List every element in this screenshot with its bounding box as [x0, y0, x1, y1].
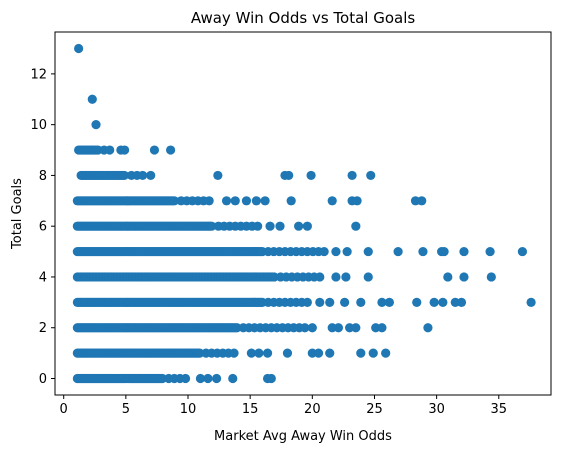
data-point	[283, 349, 292, 358]
x-tick-label: 15	[242, 402, 259, 417]
data-point	[253, 222, 262, 231]
data-point	[418, 247, 427, 256]
data-point	[229, 349, 238, 358]
data-point	[356, 298, 365, 307]
data-point	[138, 171, 147, 180]
chart-title: Away Win Odds vs Total Goals	[191, 9, 416, 27]
x-tick-label: 5	[122, 402, 130, 417]
data-point	[120, 145, 129, 154]
data-point	[412, 298, 421, 307]
data-point	[252, 196, 261, 205]
data-point	[459, 272, 468, 281]
x-tick-label: 30	[428, 402, 445, 417]
data-point	[284, 171, 293, 180]
y-tick-label: 2	[39, 321, 47, 336]
y-tick-label: 4	[39, 270, 47, 285]
data-point	[348, 171, 357, 180]
data-point	[74, 44, 83, 53]
data-point	[341, 272, 350, 281]
y-tick-label: 6	[39, 220, 47, 235]
data-point	[228, 374, 237, 383]
data-point	[457, 298, 466, 307]
y-tick-label: 12	[30, 67, 47, 82]
data-point	[315, 298, 324, 307]
data-point	[443, 272, 452, 281]
x-tick-label: 0	[60, 402, 68, 417]
data-point	[438, 298, 447, 307]
data-point	[320, 247, 329, 256]
data-point	[351, 323, 360, 332]
data-point	[331, 247, 340, 256]
x-tick-label: 20	[304, 402, 321, 417]
data-point	[181, 374, 190, 383]
y-tick-label: 8	[39, 169, 47, 184]
data-point	[205, 196, 214, 205]
data-point	[518, 247, 527, 256]
data-point	[263, 349, 272, 358]
data-point	[334, 323, 343, 332]
data-point	[203, 374, 212, 383]
x-tick-label: 25	[366, 402, 383, 417]
x-tick-label: 35	[491, 402, 508, 417]
x-axis-label: Market Avg Away Win Odds	[214, 429, 392, 444]
data-point	[417, 196, 426, 205]
data-point	[308, 323, 317, 332]
data-point	[150, 145, 159, 154]
data-point	[242, 196, 251, 205]
data-point	[315, 272, 324, 281]
data-point	[377, 323, 386, 332]
data-point	[306, 171, 315, 180]
data-point	[385, 298, 394, 307]
data-point	[485, 247, 494, 256]
data-point	[394, 247, 403, 256]
data-point	[487, 272, 496, 281]
y-tick-label: 0	[39, 372, 47, 387]
data-point	[423, 323, 432, 332]
data-point	[287, 196, 296, 205]
y-tick-label: 10	[30, 118, 47, 133]
data-point	[231, 196, 240, 205]
data-point	[366, 171, 375, 180]
data-point	[212, 374, 221, 383]
data-point	[275, 222, 284, 231]
data-point	[314, 349, 323, 358]
data-point	[328, 196, 337, 205]
data-point	[351, 222, 360, 231]
data-point	[166, 145, 175, 154]
data-point	[331, 272, 340, 281]
data-point	[527, 298, 536, 307]
data-point	[88, 95, 97, 104]
data-point	[222, 196, 231, 205]
data-point	[294, 222, 303, 231]
data-point	[430, 298, 439, 307]
data-point	[356, 349, 365, 358]
data-point	[267, 374, 276, 383]
data-point	[254, 349, 263, 358]
x-tick-label: 10	[180, 402, 197, 417]
data-point	[340, 298, 349, 307]
data-point	[325, 298, 334, 307]
data-point	[364, 272, 373, 281]
data-point	[381, 349, 390, 358]
data-point	[459, 247, 468, 256]
data-point	[105, 145, 114, 154]
data-point	[303, 298, 312, 307]
data-point	[91, 120, 100, 129]
data-point	[303, 222, 312, 231]
data-point	[439, 247, 448, 256]
data-point	[260, 196, 269, 205]
data-point	[325, 349, 334, 358]
data-point	[352, 196, 361, 205]
data-point	[343, 247, 352, 256]
data-point	[146, 171, 155, 180]
y-axis-label: Total Goals	[10, 178, 25, 250]
data-point	[213, 171, 222, 180]
data-point	[369, 349, 378, 358]
data-point	[265, 222, 274, 231]
data-point	[364, 247, 373, 256]
